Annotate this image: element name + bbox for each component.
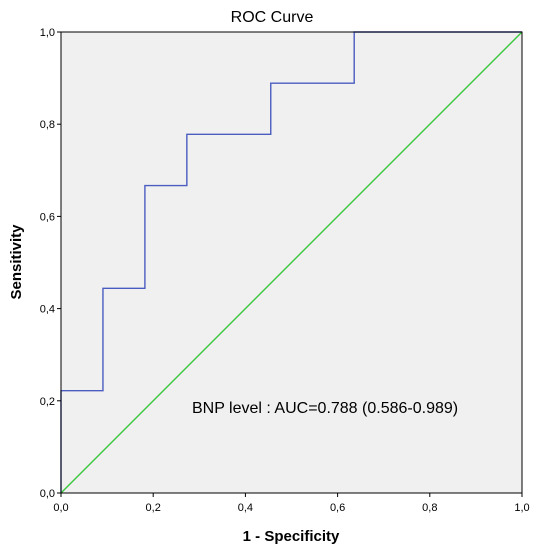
- y-tick-label: 0,4: [40, 304, 55, 316]
- y-tick-label: 0,6: [40, 211, 55, 223]
- y-tick-label: 0,0: [40, 488, 55, 500]
- x-axis: 0,0 0,2 0,4 0,6 0,8 1,0: [53, 493, 530, 514]
- roc-curve-line: [60, 31, 522, 493]
- auc-annotation: BNP level : AUC=0.788 (0.586-0.989): [192, 400, 458, 417]
- reference-diagonal-line: [60, 31, 523, 494]
- x-axis-label: 1 - Specificity: [243, 528, 340, 545]
- x-tick-label: 0,2: [146, 502, 161, 514]
- y-axis-label: Sensitivity: [8, 224, 25, 300]
- chart-title: ROC Curve: [231, 9, 314, 26]
- y-axis: 0,0 0,2 0,4 0,6 0,8 1,0: [40, 27, 61, 500]
- x-tick-label: 0,4: [238, 502, 253, 514]
- plot-frame: [60, 31, 523, 494]
- x-tick-label: 1,0: [514, 502, 529, 514]
- x-tick-label: 0,8: [422, 502, 437, 514]
- x-tick-label: 0,0: [53, 502, 68, 514]
- y-tick-label: 1,0: [40, 27, 55, 39]
- y-tick-label: 0,2: [40, 396, 55, 408]
- y-tick-label: 0,8: [40, 119, 55, 131]
- x-tick-label: 0,6: [330, 502, 345, 514]
- series-layer: [60, 31, 523, 494]
